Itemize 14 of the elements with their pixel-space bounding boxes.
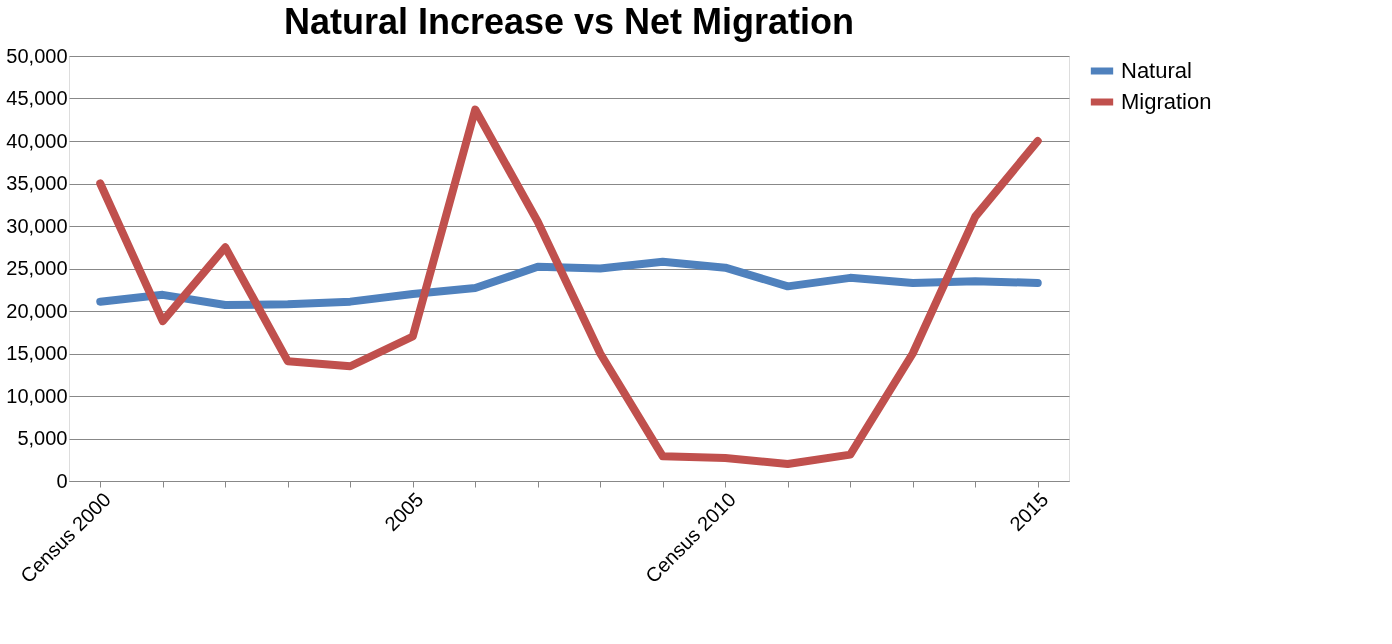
chart-title: Natural Increase vs Net Migration	[283, 1, 855, 42]
y-tick-label: 0	[56, 469, 68, 492]
y-tick-label: 35,000	[6, 172, 68, 194]
y-tick-label: 10,000	[6, 384, 68, 407]
y-tick-label: 15,000	[6, 342, 68, 364]
y-tick-label: 40,000	[6, 129, 68, 152]
y-tick-label: 45,000	[6, 87, 68, 109]
y-tick-label: 5,000	[17, 427, 68, 449]
legend-label: Natural	[1121, 58, 1192, 83]
legend-label: Migration	[1121, 89, 1212, 114]
y-tick-label: 50,000	[6, 44, 68, 67]
y-tick-label: 25,000	[6, 257, 68, 279]
y-tick-label: 20,000	[6, 299, 68, 322]
y-tick-label: 30,000	[6, 214, 68, 237]
